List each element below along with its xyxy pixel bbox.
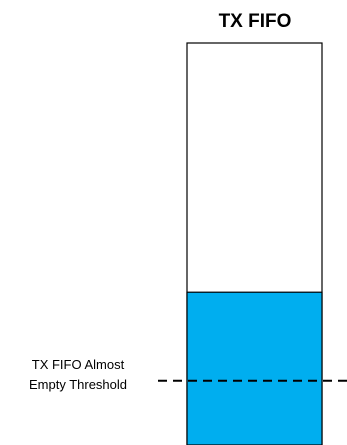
fifo-title: TX FIFO bbox=[219, 11, 292, 32]
threshold-label-line-1: TX FIFO Almost bbox=[32, 357, 125, 372]
fifo-fill-level bbox=[186, 291, 323, 445]
threshold-label-line-2: Empty Threshold bbox=[29, 377, 127, 392]
